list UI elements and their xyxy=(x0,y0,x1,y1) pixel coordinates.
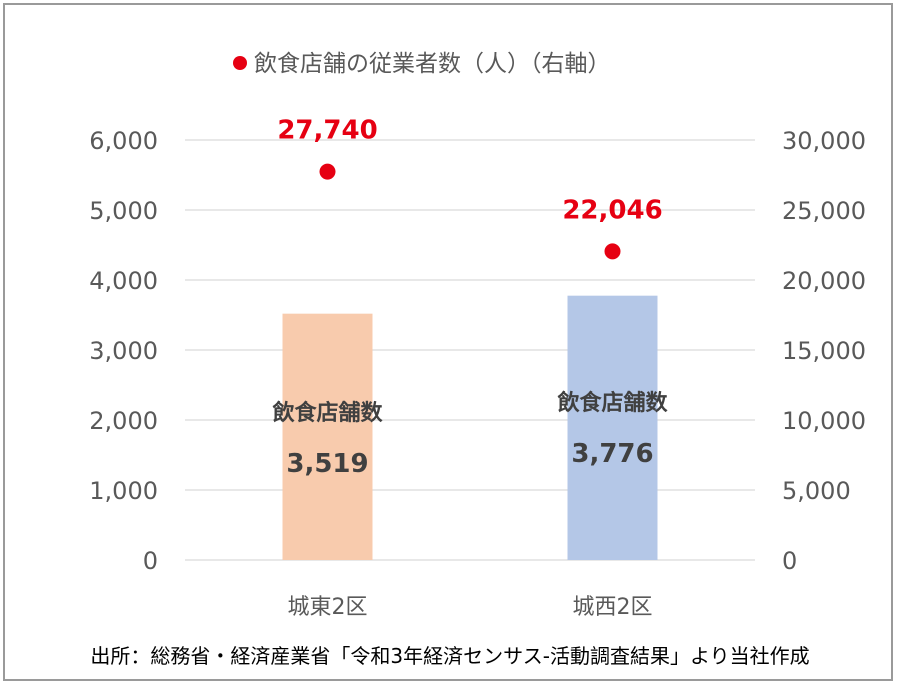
data-point xyxy=(604,243,621,260)
category-label: 城西2区 xyxy=(573,595,653,620)
gridlines xyxy=(185,139,755,561)
right-tick-label: 25,000 xyxy=(782,197,866,225)
bar xyxy=(567,295,658,560)
right-axis-ticks: 0 5,000 10,000 15,000 20,000 25,000 30,000 xyxy=(782,127,866,575)
source-note: 出所：総務省・経済産業省「令和3年経済センサス‐活動調査結果」より当社作成 xyxy=(90,644,810,668)
left-tick-label: 1,000 xyxy=(89,477,158,505)
right-tick-label: 0 xyxy=(782,547,797,575)
point-value-label: 27,740 xyxy=(277,116,377,146)
chart-frame xyxy=(3,3,893,681)
bar-caption: 飲食店舗数 xyxy=(556,390,668,416)
left-tick-label: 2,000 xyxy=(89,407,158,435)
category-labels: 城東2区 城西2区 xyxy=(288,595,653,620)
right-tick-label: 30,000 xyxy=(782,127,866,155)
left-tick-label: 6,000 xyxy=(89,127,158,155)
right-tick-label: 10,000 xyxy=(782,407,866,435)
point-value-label: 22,046 xyxy=(562,195,662,225)
left-tick-label: 5,000 xyxy=(89,197,158,225)
legend: 飲食店舗の従業者数（人）（右軸） xyxy=(233,51,611,77)
legend-marker xyxy=(233,56,247,70)
bar-series: 飲食店舗数 3,519 飲食店舗数 3,776 xyxy=(271,295,668,560)
right-tick-label: 15,000 xyxy=(782,337,866,365)
bar-caption: 飲食店舗数 xyxy=(271,400,383,426)
right-tick-label: 5,000 xyxy=(782,477,851,505)
left-tick-label: 0 xyxy=(143,547,158,575)
data-point xyxy=(319,163,336,180)
category-label: 城東2区 xyxy=(288,595,368,620)
legend-label: 飲食店舗の従業者数（人）（右軸） xyxy=(254,51,611,77)
bar-value-label: 3,776 xyxy=(571,439,653,469)
left-tick-label: 3,000 xyxy=(89,337,158,365)
left-axis-ticks: 0 1,000 2,000 3,000 4,000 5,000 6,000 xyxy=(89,127,158,575)
bar xyxy=(282,313,373,560)
bar-value-label: 3,519 xyxy=(286,449,368,479)
right-tick-label: 20,000 xyxy=(782,267,866,295)
left-tick-label: 4,000 xyxy=(89,267,158,295)
point-series: 27,740 22,046 xyxy=(277,116,663,260)
